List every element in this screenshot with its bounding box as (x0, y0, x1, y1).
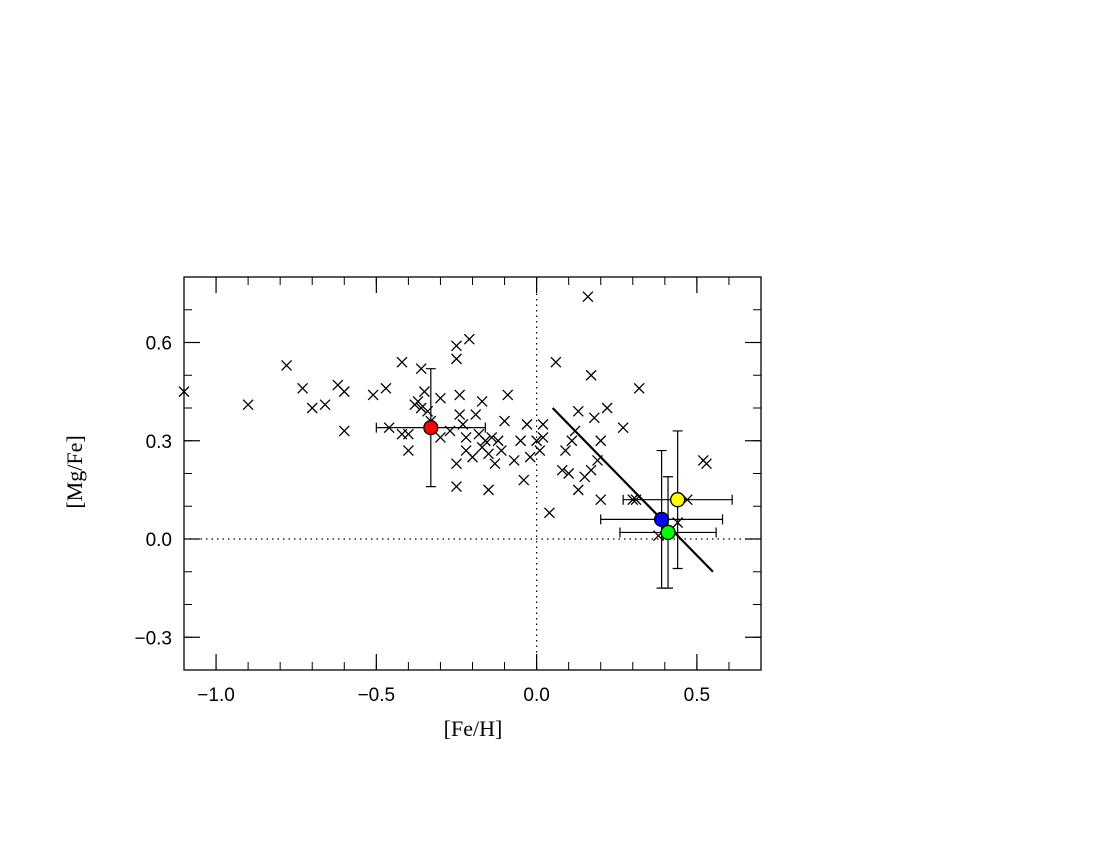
highlighted-points (423, 419, 686, 541)
star-marker (595, 435, 607, 447)
star-marker (402, 428, 414, 440)
x-tick-label: −0.5 (358, 685, 396, 706)
star-marker (524, 451, 536, 463)
plot-frame (183, 276, 762, 671)
star-marker (560, 445, 571, 457)
star-marker (467, 451, 478, 463)
star-marker (434, 392, 446, 404)
star-marker (380, 382, 392, 394)
star-marker (572, 405, 584, 417)
star-marker (483, 448, 494, 460)
star-marker (617, 422, 629, 434)
star-marker (451, 340, 462, 352)
star-marker (499, 415, 511, 427)
star-marker (495, 445, 507, 457)
star-marker (563, 468, 575, 479)
y-tick-label: 0.3 (146, 432, 172, 453)
star-marker (460, 432, 472, 443)
star-marker (281, 359, 293, 371)
y-axis-label: [Mg/Fe] (62, 435, 87, 508)
star-marker (515, 435, 527, 447)
star-marker (502, 389, 514, 401)
star-marker (566, 435, 578, 447)
star-marker (582, 291, 594, 303)
fit-line (551, 407, 714, 573)
star-marker (543, 507, 555, 519)
star-marker (588, 412, 600, 424)
highlighted-point (423, 419, 439, 436)
x-tick-label: 0.0 (523, 685, 549, 706)
x-axis-label: [Fe/H] (444, 716, 503, 741)
star-marker (463, 333, 475, 345)
star-marker (585, 464, 597, 476)
y-tick-label: −0.3 (134, 628, 172, 649)
star-marker (415, 402, 427, 414)
star-marker (601, 402, 613, 414)
star-marker (489, 458, 501, 470)
star-marker (434, 432, 446, 443)
star-marker (521, 418, 533, 430)
star-marker (518, 474, 530, 486)
star-marker (585, 369, 597, 381)
star-marker (451, 353, 462, 365)
star-marker (415, 363, 427, 375)
star-marker (595, 494, 607, 506)
star-marker (572, 484, 584, 496)
star-marker (470, 409, 482, 421)
star-marker (402, 445, 414, 457)
highlighted-point (670, 492, 686, 508)
star-marker (338, 425, 350, 437)
star-marker (242, 399, 254, 411)
star-marker (396, 356, 408, 368)
highlighted-point (653, 511, 670, 527)
star-marker (483, 484, 494, 496)
y-tick-label: 0.6 (146, 334, 172, 355)
star-marker (486, 432, 498, 443)
star-marker (534, 445, 546, 457)
major-ticks (184, 277, 761, 670)
x-tick-label: 0.5 (684, 685, 710, 706)
y-tick-label: 0.0 (146, 530, 172, 551)
star-marker (476, 395, 488, 407)
star-marker (451, 481, 462, 493)
star-marker (367, 389, 379, 401)
star-marker (297, 382, 309, 394)
star-marker (556, 464, 568, 476)
star-marker (537, 432, 549, 443)
star-marker (508, 454, 520, 466)
star-marker (338, 386, 350, 398)
x-tick-label: −1.0 (197, 685, 235, 706)
star-marker (633, 382, 645, 394)
star-marker (451, 458, 462, 470)
star-marker (306, 402, 318, 414)
star-marker (454, 389, 466, 401)
comparison-stars (178, 291, 712, 542)
highlighted-point (660, 524, 676, 541)
star-marker (701, 458, 712, 470)
tick-labels: −1.0 −0.5 0.0 0.5 −0.3 0.0 0.3 0.6 (134, 334, 710, 707)
star-marker (454, 409, 466, 421)
star-marker (537, 418, 549, 430)
star-marker (412, 395, 424, 407)
star-marker (319, 399, 331, 411)
star-marker (550, 356, 562, 368)
star-marker (531, 435, 543, 447)
star-marker (479, 435, 491, 447)
fit-line-group (551, 407, 714, 573)
star-marker (492, 435, 504, 447)
error-bars (375, 368, 733, 589)
star-marker (418, 386, 430, 398)
